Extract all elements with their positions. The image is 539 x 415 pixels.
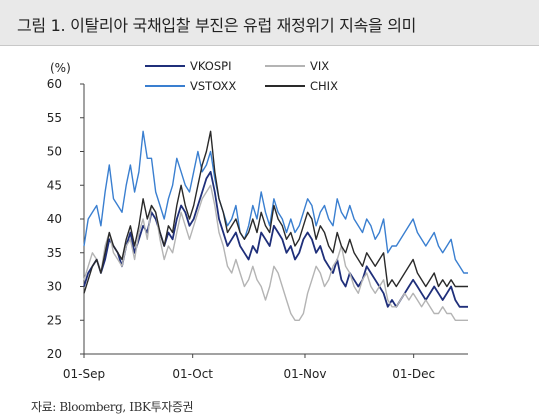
source-note: 자료: Bloomberg, IBK투자증권 — [31, 400, 194, 414]
y-tick-label: 45 — [47, 178, 62, 192]
x-tick-label: 01-Dec — [392, 367, 435, 381]
legend-label-chix: CHIX — [310, 79, 338, 93]
series-line-chix — [83, 130, 468, 294]
legend-label-vstoxx: VSTOXX — [190, 79, 236, 93]
y-tick-label: 25 — [47, 313, 62, 327]
y-tick-label: 35 — [47, 246, 62, 260]
series-line-vkospi — [83, 170, 468, 308]
series-line-vix — [83, 184, 468, 321]
y-tick-label: 30 — [47, 280, 62, 294]
x-tick-label: 01-Oct — [172, 367, 213, 381]
chart-legend: VKOSPI VIX VSTOXX CHIX — [145, 59, 338, 93]
y-tick-label: 55 — [47, 111, 62, 125]
legend-label-vix: VIX — [310, 59, 329, 73]
x-tick-label: 01-Sep — [63, 367, 105, 381]
y-tick-label: 40 — [47, 212, 62, 226]
figure-title: 그림 1. 이탈리아 국채입찰 부진은 유럽 재정위기 지속을 의미 — [17, 16, 417, 35]
series-line-vstoxx — [83, 130, 468, 274]
y-axis-label: (%) — [50, 61, 71, 75]
y-tick-label: 50 — [47, 145, 62, 159]
x-tick-label: 01-Nov — [283, 367, 326, 381]
y-tick-label: 60 — [47, 77, 62, 91]
chart-axes: (%) 20 25 30 35 40 45 50 55 60 01-Sep 01-Oct 01-Nov 0… — [47, 61, 468, 381]
legend-label-vkospi: VKOSPI — [190, 59, 231, 73]
chart-series — [83, 130, 468, 321]
y-tick-label: 20 — [47, 347, 62, 361]
title-bar: 그림 1. 이탈리아 국채입찰 부진은 유럽 재정위기 지속을 의미 — [0, 0, 539, 46]
